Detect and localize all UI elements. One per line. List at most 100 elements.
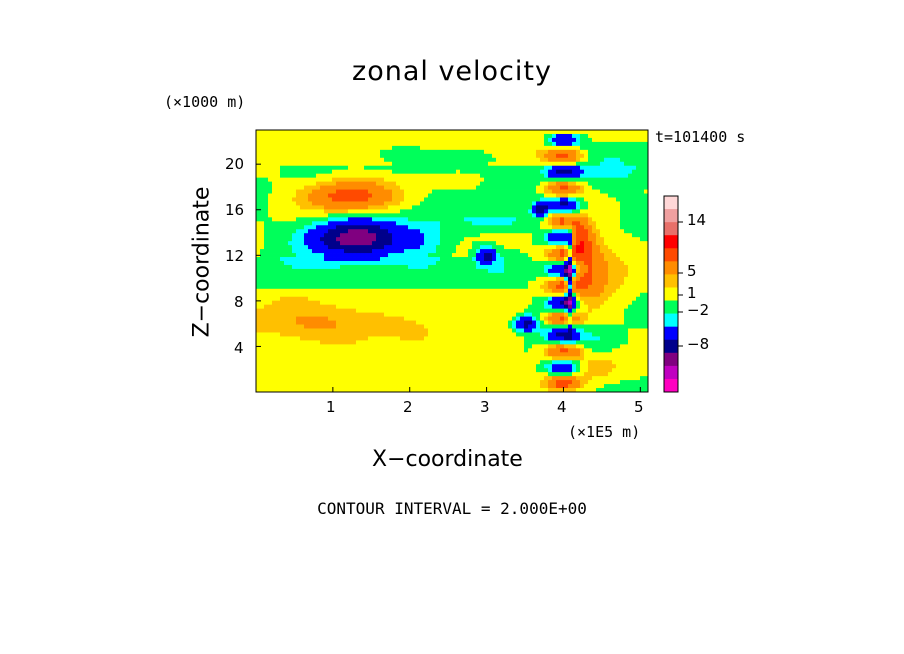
- field-cell: [364, 197, 369, 202]
- field-cell: [324, 253, 329, 258]
- field-cell: [524, 320, 529, 325]
- field-cell: [320, 332, 325, 337]
- field-cell: [500, 261, 505, 266]
- field-cell: [352, 173, 357, 179]
- field-cell: [436, 292, 441, 298]
- field-cell: [524, 288, 529, 294]
- field-cell: [352, 312, 357, 317]
- field-cell: [512, 376, 517, 381]
- field-cell: [284, 205, 289, 210]
- field-cell: [308, 145, 313, 151]
- field-cell: [392, 233, 397, 238]
- field-cell: [264, 344, 269, 349]
- field-cell: [384, 352, 389, 357]
- field-cell: [288, 348, 293, 353]
- field-cell: [332, 372, 337, 377]
- field-cell: [312, 201, 317, 206]
- field-cell: [380, 253, 385, 258]
- field-cell: [432, 268, 437, 274]
- field-cell: [320, 280, 325, 286]
- field-cell: [268, 130, 273, 135]
- field-cell: [268, 221, 273, 226]
- field-cell: [520, 261, 525, 266]
- field-cell: [352, 141, 357, 147]
- field-cell: [484, 308, 489, 314]
- field-cell: [396, 249, 401, 254]
- field-cell: [444, 149, 449, 155]
- field-cell: [524, 388, 529, 393]
- field-cell: [324, 316, 329, 321]
- field-cell: [408, 225, 413, 230]
- field-cell: [356, 308, 361, 314]
- field-cell: [292, 352, 297, 357]
- field-cell: [424, 261, 429, 266]
- field-cell: [264, 316, 269, 321]
- field-cell: [440, 253, 445, 258]
- field-cell: [464, 324, 469, 329]
- field-cell: [280, 213, 285, 218]
- field-cell: [504, 308, 509, 314]
- field-cell: [400, 213, 405, 218]
- field-cell: [492, 268, 497, 274]
- field-cell: [360, 340, 365, 345]
- field-cell: [288, 364, 293, 369]
- field-cell: [540, 336, 545, 341]
- field-cell: [392, 213, 397, 218]
- field-cell: [544, 304, 549, 310]
- field-cell: [364, 169, 369, 175]
- field-cell: [460, 133, 465, 139]
- field-cell: [348, 189, 353, 194]
- field-cell: [372, 241, 377, 246]
- field-cell: [548, 185, 553, 190]
- field-cell: [456, 264, 461, 270]
- field-cell: [380, 173, 385, 179]
- field-cell: [412, 268, 417, 274]
- field-cell: [496, 261, 501, 266]
- field-cell: [392, 165, 397, 171]
- field-cell: [396, 253, 401, 258]
- field-cell: [296, 229, 301, 234]
- field-cell: [548, 332, 553, 337]
- field-cell: [536, 368, 541, 373]
- field-cell: [304, 320, 309, 325]
- field-cell: [496, 213, 501, 218]
- field-cell: [452, 276, 457, 282]
- field-cell: [300, 145, 305, 151]
- field-cell: [336, 280, 341, 286]
- field-cell: [472, 376, 477, 381]
- field-cell: [516, 356, 521, 361]
- field-cell: [296, 209, 301, 214]
- field-cell: [436, 340, 441, 345]
- field-cell: [492, 388, 497, 393]
- field-cell: [416, 233, 421, 238]
- field-cell: [440, 173, 445, 179]
- field-cell: [348, 201, 353, 206]
- field-cell: [364, 253, 369, 258]
- field-cell: [512, 213, 517, 218]
- field-cell: [500, 193, 505, 198]
- field-cell: [304, 328, 309, 333]
- field-cell: [332, 368, 337, 373]
- field-cell: [304, 173, 309, 179]
- field-cell: [548, 356, 553, 361]
- field-cell: [484, 145, 489, 151]
- field-cell: [440, 268, 445, 274]
- field-cell: [340, 264, 345, 270]
- field-cell: [292, 130, 297, 135]
- field-cell: [316, 221, 321, 226]
- field-cell: [300, 272, 305, 278]
- field-cell: [480, 328, 485, 333]
- field-cell: [440, 304, 445, 310]
- field-cell: [388, 336, 393, 341]
- field-cell: [512, 201, 517, 206]
- field-cell: [284, 261, 289, 266]
- field-cell: [548, 237, 553, 242]
- field-cell: [400, 340, 405, 345]
- field-cell: [408, 316, 413, 321]
- field-cell: [428, 300, 433, 306]
- field-cell: [276, 292, 281, 298]
- field-cell: [552, 288, 557, 294]
- field-cell: [368, 249, 373, 254]
- field-cell: [288, 157, 293, 163]
- field-cell: [356, 201, 361, 206]
